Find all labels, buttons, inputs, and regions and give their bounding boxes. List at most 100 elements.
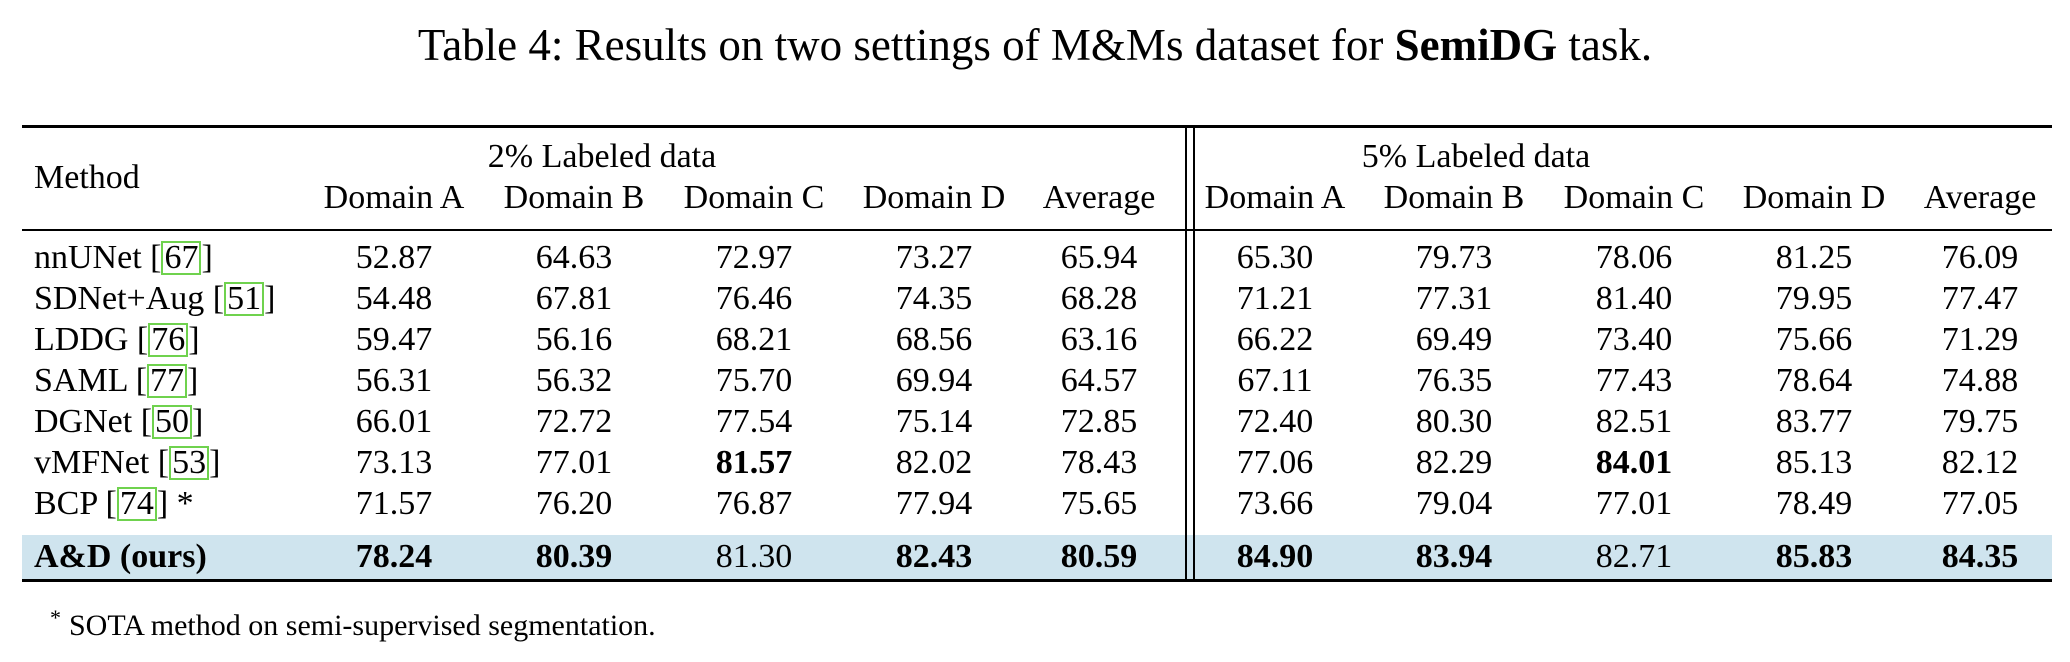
method-name: nnUNet [67] [34,237,213,279]
footnote-text: SOTA method on semi-supervised segmentat… [69,609,656,642]
table-cell: 77.31 [1415,280,1493,317]
double-divider-right [1193,128,1195,579]
table-cell: 74.35 [895,280,973,317]
table-cell: 77.01 [535,444,613,481]
column-header: Domain B [1383,179,1525,216]
table-cell: 80.59 [1060,538,1138,575]
method-name: vMFNet [53] [34,442,220,484]
table-cell: 79.73 [1415,239,1493,276]
method-suffix: ] [192,403,204,440]
column-header: Domain C [683,179,825,216]
method-name: BCP [74] * [34,483,194,525]
table-cell: 71.29 [1941,321,2019,358]
column-header: Average [1923,179,2037,216]
table-cell: 78.06 [1595,239,1673,276]
table-cell: 77.94 [895,485,973,522]
citation-link[interactable]: 51 [224,282,265,316]
method-label: nnUNet [ [34,239,162,276]
table-cell: 75.14 [895,403,973,440]
method-header: Method [34,159,140,196]
group-header-5pct: 5% Labeled data [1361,138,1591,175]
table-cell: 68.21 [715,321,793,358]
table-cell: 77.47 [1941,280,2019,317]
table-cell: 78.43 [1060,444,1138,481]
table-cell: 73.66 [1236,485,1314,522]
table-cell: 67.11 [1237,362,1313,399]
table-cell: 82.12 [1941,444,2019,481]
table-cell: 85.13 [1775,444,1853,481]
table-cell: 72.72 [535,403,613,440]
table-cell: 81.25 [1775,239,1853,276]
table-cell: 76.09 [1941,239,2019,276]
table-cell: 84.35 [1941,538,2019,575]
table-cell: 81.40 [1595,280,1673,317]
table-cell: 78.24 [355,538,433,575]
table-cell: 77.05 [1941,485,2019,522]
method-suffix: ] [187,362,199,399]
method-suffix: ] [209,444,221,481]
footnote-marker: * [50,605,61,630]
citation-link[interactable]: 50 [152,405,193,439]
method-label: BCP [ [34,485,117,522]
table-cell: 77.01 [1595,485,1673,522]
table-cell: 54.48 [355,280,433,317]
table-cell: 81.57 [715,444,793,481]
method-name: LDDG [76] [34,319,200,361]
citation-link[interactable]: 74 [116,487,157,521]
table-cell: 83.77 [1775,403,1853,440]
table-cell: 72.85 [1060,403,1138,440]
citation-link[interactable]: 67 [161,241,202,275]
method-suffix: ] [201,239,213,276]
citation-link[interactable]: 76 [148,323,189,357]
table-cell: 77.06 [1236,444,1314,481]
table-cell: 78.64 [1775,362,1853,399]
table-cell: 77.43 [1595,362,1673,399]
caption-prefix: Table 4: Results on two settings of M&Ms… [417,20,1395,70]
method-suffix: ] * [156,485,194,522]
table-cell: 78.49 [1775,485,1853,522]
table-cell: 77.54 [715,403,793,440]
table-cell: 80.39 [535,538,613,575]
method-name: A&D (ours) [34,536,207,578]
table-cell: 72.40 [1236,403,1314,440]
citation-link[interactable]: 53 [169,446,210,480]
table-cell: 68.28 [1060,280,1138,317]
footnote: * SOTA method on semi-supervised segmenta… [50,598,656,646]
citation-link[interactable]: 77 [147,364,188,398]
table-caption: Table 4: Results on two settings of M&Ms… [0,14,2070,76]
table-cell: 75.65 [1060,485,1138,522]
table-cell: 69.94 [895,362,973,399]
method-label: A&D (ours) [34,538,207,575]
column-header: Domain A [323,179,465,216]
table-cell: 84.90 [1236,538,1314,575]
double-divider-left [1185,128,1187,579]
method-label: DGNet [ [34,403,153,440]
table-cell: 84.01 [1595,444,1673,481]
caption-bold: SemiDG [1394,20,1558,70]
table-cell: 82.43 [895,538,973,575]
table-cell: 82.02 [895,444,973,481]
top-rule [22,125,2052,128]
table-cell: 64.57 [1060,362,1138,399]
method-label: vMFNet [ [34,444,170,481]
table-cell: 82.71 [1595,538,1673,575]
table-cell: 69.49 [1415,321,1493,358]
table-cell: 56.16 [535,321,613,358]
header-rule [22,229,2052,231]
column-header: Domain D [1742,179,1886,216]
table-cell: 76.46 [715,280,793,317]
table-cell: 73.40 [1595,321,1673,358]
table-cell: 52.87 [355,239,433,276]
group-header-2pct: 2% Labeled data [487,138,717,175]
table-cell: 75.66 [1775,321,1853,358]
highlight-row-background [22,535,2052,579]
table-cell: 85.83 [1775,538,1853,575]
method-suffix: ] [264,280,276,317]
column-header: Domain D [862,179,1006,216]
method-label: LDDG [ [34,321,149,358]
method-name: SAML [77] [34,360,198,402]
method-suffix: ] [188,321,200,358]
table-cell: 71.57 [355,485,433,522]
table-cell: 76.35 [1415,362,1493,399]
table-cell: 79.75 [1941,403,2019,440]
